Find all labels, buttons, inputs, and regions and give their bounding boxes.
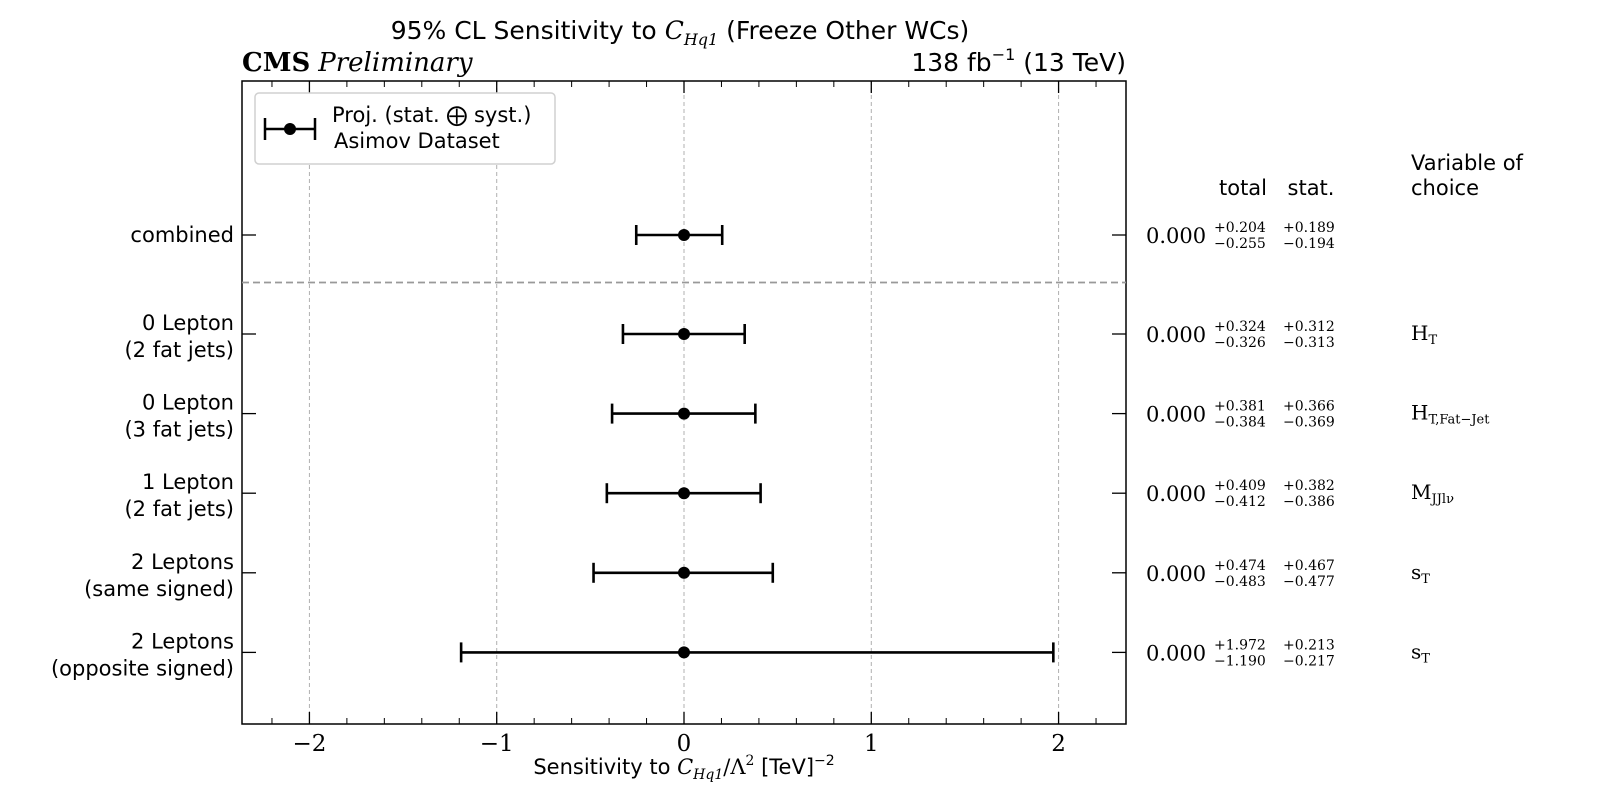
stat-up: +0.312 (1283, 319, 1335, 335)
stat-up: +0.366 (1283, 399, 1335, 415)
total-up: +0.324 (1214, 319, 1266, 335)
x-axis-label: Sensitivity to CHq1/Λ2 [TeV]−2 (533, 753, 834, 783)
central-value-point (678, 407, 690, 420)
x-tick-label: 1 (864, 731, 879, 757)
lumi-exp: −1 (992, 45, 1016, 64)
total-up: +0.381 (1214, 399, 1266, 415)
cms-label: CMS Preliminary (242, 48, 473, 78)
variable-of-choice: sT (1411, 560, 1430, 587)
stat-down: −0.369 (1283, 415, 1335, 431)
central-value-text: 0.000 (1146, 323, 1206, 347)
total-up: +0.204 (1214, 220, 1266, 236)
central-value-text: 0.000 (1146, 224, 1206, 248)
variable-of-choice: HT,Fat−Jet (1411, 401, 1490, 428)
variable-of-choice: HT (1411, 321, 1437, 348)
legend-line1: Proj. (stat. ⨁ syst.) (332, 103, 531, 127)
total-down: −0.255 (1214, 236, 1266, 252)
central-value-text: 0.000 (1146, 482, 1206, 506)
category-label-line1: 1 Lepton (142, 470, 234, 494)
category-label-line1: 2 Leptons (131, 629, 234, 653)
variable-of-choice: MJJlν (1411, 480, 1454, 507)
chart-title: 95% CL Sensitivity to CHq1 (Freeze Other… (391, 16, 970, 49)
title-post: (Freeze Other WCs) (718, 16, 969, 45)
title-pre: 95% CL Sensitivity to (391, 16, 665, 45)
category-label-line2: (2 fat jets) (124, 338, 234, 362)
header-total: total (1219, 176, 1267, 200)
stat-up: +0.467 (1283, 558, 1335, 574)
cms-status: Preliminary (317, 48, 473, 78)
total-down: −1.190 (1214, 653, 1266, 669)
legend-box (254, 92, 556, 165)
category-label-line1: 2 Leptons (131, 550, 234, 574)
category-label-line2: (opposite signed) (51, 656, 234, 680)
header-variable-line2: choice (1411, 176, 1479, 200)
central-value-point (678, 646, 690, 659)
total-down: −0.483 (1214, 574, 1266, 590)
total-down: −0.384 (1214, 415, 1266, 431)
category-label: combined (130, 223, 234, 247)
title-wc-sub: Hq1 (683, 30, 718, 49)
data-marks (459, 225, 1055, 663)
total-down: −0.412 (1214, 494, 1266, 510)
central-value-text: 0.000 (1146, 641, 1206, 665)
central-value-point (678, 566, 690, 579)
total-up: +0.409 (1214, 478, 1266, 494)
cms-experiment: CMS (242, 48, 310, 78)
category-label-line2: (2 fat jets) (124, 497, 234, 521)
header-variable-line1: Variable of (1411, 151, 1524, 175)
total-up: +0.474 (1214, 558, 1266, 574)
category-label-line2: (3 fat jets) (124, 418, 234, 442)
x-tick-label: 2 (1051, 731, 1066, 757)
stat-up: +0.382 (1283, 478, 1335, 494)
x-tick-label: −2 (292, 731, 326, 757)
lumi-pre: 138 fb (911, 48, 991, 77)
stat-down: −0.217 (1283, 653, 1335, 669)
lumi-post: (13 TeV) (1015, 48, 1126, 77)
category-label-line1: 0 Lepton (142, 311, 234, 335)
stat-down: −0.194 (1283, 236, 1335, 252)
central-value-point (678, 328, 690, 340)
stat-up: +0.213 (1283, 637, 1335, 653)
category-label-line2: (same signed) (84, 577, 234, 601)
y-category-labels: combined 0 Lepton (2 fat jets) 0 Lepton (3 f… (51, 223, 234, 680)
x-tick-label: 0 (677, 731, 692, 757)
stat-down: −0.386 (1283, 494, 1335, 510)
results-table: 0.000 +0.204−0.255 +0.189−0.194 0.000 +0.324… (1146, 220, 1490, 669)
x-tick-labels: −2 −1 0 1 2 (292, 731, 1065, 757)
legend: Proj. (stat. ⨁ syst.) Asimov Dataset (254, 92, 556, 165)
stat-down: −0.313 (1283, 335, 1335, 351)
central-value-point (678, 229, 690, 241)
legend-line2: Asimov Dataset (334, 129, 500, 153)
header-stat: stat. (1288, 176, 1335, 200)
central-value-point (678, 487, 690, 500)
lumi-label: 138 fb−1 (13 TeV) (911, 45, 1126, 77)
stat-up: +0.189 (1283, 220, 1335, 236)
variable-of-choice: sT (1411, 639, 1430, 666)
grid-lines (308, 81, 1060, 724)
total-down: −0.326 (1214, 335, 1266, 351)
central-value-text: 0.000 (1146, 403, 1206, 427)
central-value-text: 0.000 (1146, 562, 1206, 586)
category-label-line1: 0 Lepton (142, 391, 234, 415)
stat-down: −0.477 (1283, 574, 1335, 590)
legend-marker (284, 123, 296, 135)
x-tick-label: −1 (480, 731, 514, 757)
title-wc-main: C (665, 16, 684, 45)
total-up: +1.972 (1214, 637, 1266, 653)
axis-ticks (242, 81, 1126, 724)
